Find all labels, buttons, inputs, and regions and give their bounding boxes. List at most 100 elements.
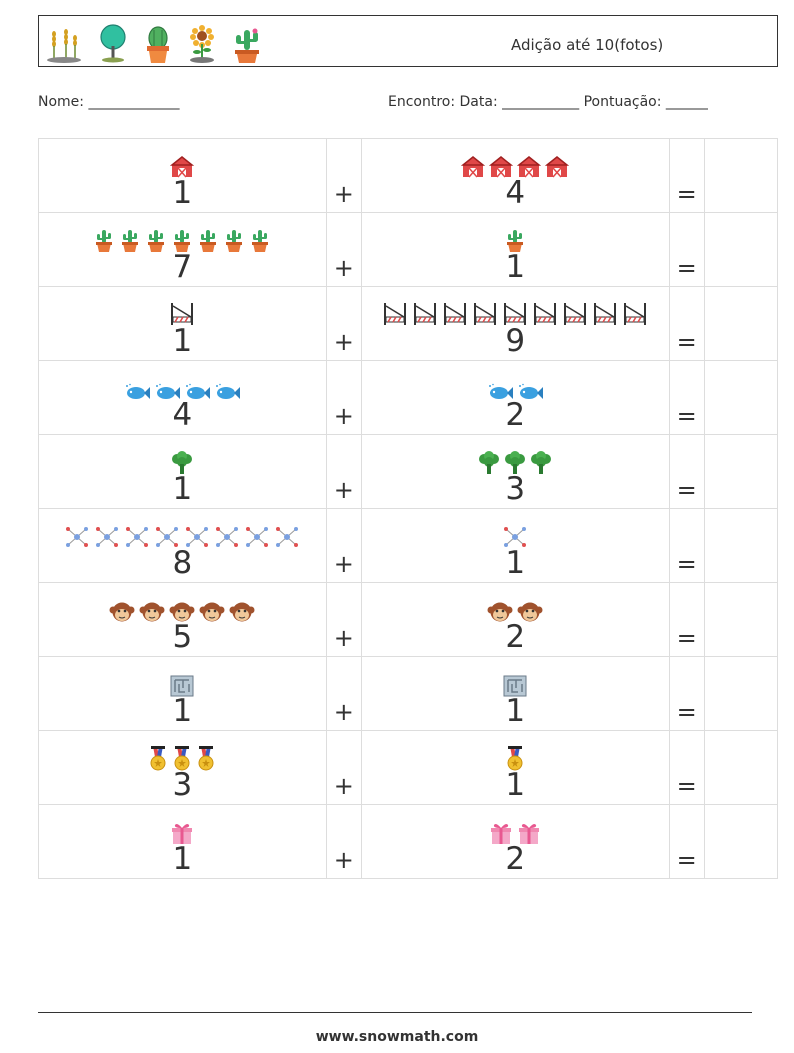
addend-a: 1 — [172, 693, 193, 729]
answer-cell[interactable] — [703, 360, 779, 435]
molecule-icon — [244, 525, 270, 549]
equals-sign: = — [676, 846, 697, 874]
addend-b: 9 — [505, 323, 526, 359]
problem-row: 1 +3 = — [38, 434, 779, 509]
problem-row: 1 +9 = — [38, 286, 779, 361]
picture-group — [39, 597, 326, 623]
answer-cell[interactable] — [703, 138, 779, 213]
addend-b-cell: 2 — [360, 360, 670, 435]
cactus-icon — [171, 227, 193, 253]
addend-a: 3 — [172, 767, 193, 803]
equals-sign: = — [676, 624, 697, 652]
picture-group — [39, 449, 326, 475]
equals-cell: = — [668, 508, 705, 583]
addend-a: 7 — [172, 249, 193, 285]
addend-a-cell: 3 — [38, 730, 327, 805]
gift-icon — [517, 821, 541, 845]
equals-cell: = — [668, 656, 705, 731]
plus-sign: + — [333, 846, 354, 874]
problem-row: 1 +1 = — [38, 656, 779, 731]
problem-row: 1 +4 = — [38, 138, 779, 213]
molecule-icon — [64, 525, 90, 549]
fish-icon — [214, 383, 241, 401]
addend-b-cell: 4 — [360, 138, 670, 213]
addend-a: 1 — [172, 471, 193, 507]
plus-sign: + — [333, 180, 354, 208]
maze-icon — [503, 675, 527, 697]
answer-cell[interactable] — [703, 582, 779, 657]
medal-icon — [505, 745, 525, 771]
picture-group — [39, 153, 326, 179]
plus-sign: + — [333, 624, 354, 652]
broccoli-icon — [171, 451, 193, 475]
picture-group — [39, 671, 326, 697]
equals-cell: = — [668, 212, 705, 287]
molecule-icon — [94, 525, 120, 549]
answer-cell[interactable] — [703, 286, 779, 361]
plus-sign: + — [333, 772, 354, 800]
addend-a-cell: 8 — [38, 508, 327, 583]
gift-icon — [170, 821, 194, 845]
equals-sign: = — [676, 180, 697, 208]
addend-b: 4 — [505, 175, 526, 211]
medal-icon — [172, 745, 192, 771]
addend-b: 3 — [505, 471, 526, 507]
plus-cell: + — [325, 360, 362, 435]
answer-cell[interactable] — [703, 508, 779, 583]
cactus-pot-icon — [143, 26, 173, 64]
cactus-flower-pot-icon — [231, 24, 263, 64]
barn-icon — [170, 155, 195, 179]
answer-cell[interactable] — [703, 434, 779, 509]
fish-icon — [184, 383, 211, 401]
addend-b-cell: 1 — [360, 212, 670, 287]
plus-cell: + — [325, 434, 362, 509]
problem-grid: 1 +4 = 7 +1 = 1 +9 = 4 +2 = 1 +3 = 8 +1 = 5 +2 = 1 +1 = 3 +1 = 1 +2 = — [38, 138, 779, 879]
addend-b-cell: 1 — [360, 508, 670, 583]
molecule-icon — [274, 525, 300, 549]
picture-group — [362, 153, 669, 179]
addend-b-cell: 1 — [360, 730, 670, 805]
picture-group — [362, 523, 669, 549]
picture-group — [362, 745, 669, 771]
addend-a-cell: 5 — [38, 582, 327, 657]
monkey-icon — [487, 601, 513, 623]
addend-a-cell: 4 — [38, 360, 327, 435]
barn-icon — [517, 155, 542, 179]
addend-b: 2 — [505, 619, 526, 655]
addend-a-cell: 7 — [38, 212, 327, 287]
molecule-icon — [124, 525, 150, 549]
addend-a-cell: 1 — [38, 138, 327, 213]
answer-cell[interactable] — [703, 212, 779, 287]
fish-icon — [487, 383, 514, 401]
answer-cell[interactable] — [703, 804, 779, 879]
fence-icon — [472, 301, 498, 327]
sunflower-icon — [187, 24, 217, 64]
fence-icon — [532, 301, 558, 327]
picture-group — [39, 301, 326, 327]
equals-cell: = — [668, 138, 705, 213]
cactus-icon — [145, 227, 167, 253]
equals-cell: = — [668, 360, 705, 435]
cactus-icon — [93, 227, 115, 253]
molecule-icon — [502, 525, 528, 549]
fence-icon — [412, 301, 438, 327]
plus-cell: + — [325, 804, 362, 879]
broccoli-icon — [530, 451, 552, 475]
equals-sign: = — [676, 772, 697, 800]
answer-cell[interactable] — [703, 656, 779, 731]
broccoli-icon — [478, 451, 500, 475]
addend-b: 1 — [505, 545, 526, 581]
fence-icon — [382, 301, 408, 327]
equals-cell: = — [668, 434, 705, 509]
cactus-icon — [249, 227, 271, 253]
fence-icon — [562, 301, 588, 327]
plus-cell: + — [325, 508, 362, 583]
picture-group — [39, 745, 326, 771]
addend-a-cell: 1 — [38, 434, 327, 509]
picture-group — [39, 375, 326, 401]
medal-icon — [196, 745, 216, 771]
picture-group — [362, 597, 669, 623]
fish-icon — [124, 383, 151, 401]
answer-cell[interactable] — [703, 730, 779, 805]
equals-cell: = — [668, 286, 705, 361]
